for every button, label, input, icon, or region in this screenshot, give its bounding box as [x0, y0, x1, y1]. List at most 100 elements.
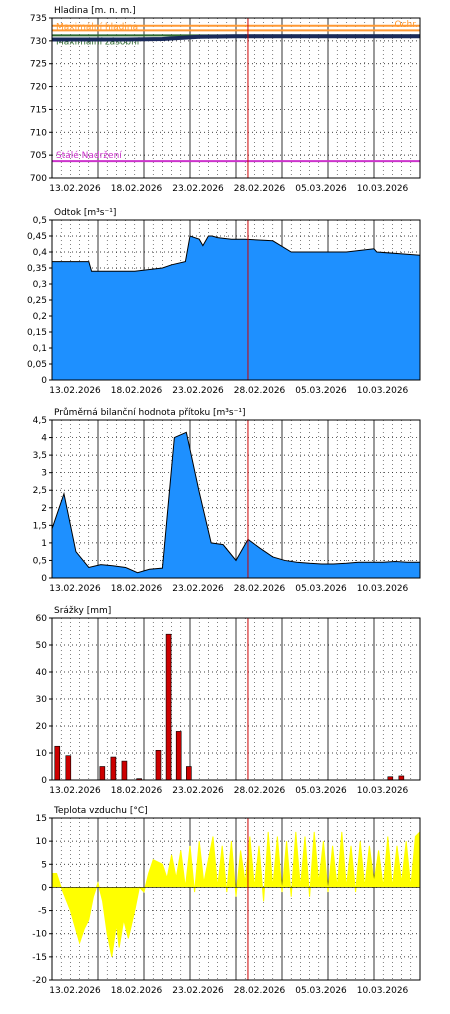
- x-date-label: 18.02.2026: [111, 184, 163, 194]
- chart-title: Srážky [mm]: [54, 606, 111, 616]
- y-tick-label: 725: [30, 60, 47, 70]
- y-tick-label: 0,5: [33, 556, 47, 566]
- x-date-label: 23.02.2026: [172, 986, 224, 996]
- precip-bar: [155, 749, 162, 781]
- y-tick-label: 720: [30, 83, 47, 93]
- reference-label: Ochr.: [395, 20, 418, 30]
- precip-bar: [65, 755, 72, 781]
- x-date-label: 28.02.2026: [234, 184, 286, 194]
- y-tick-label: -5: [38, 907, 47, 917]
- chart-title: Odtok [m³s⁻¹]: [54, 208, 116, 218]
- y-tick-label: 0,35: [27, 264, 47, 274]
- water-level-line: [52, 34, 420, 42]
- chart-title: Hladina [m. n. m.]: [54, 6, 136, 16]
- y-tick-label: 0: [41, 574, 47, 584]
- x-date-label: 28.02.2026: [234, 386, 286, 396]
- chart-srazky: 0 10 20 30 40 50 60 Srážky [mm] 13.02.2026 18.02.…: [36, 606, 421, 796]
- y-tick-label: 10: [36, 837, 48, 847]
- x-date-label: 05.03.2026: [295, 786, 347, 796]
- y-tick-label: 1,5: [33, 521, 47, 531]
- y-tick-label: -20: [32, 976, 47, 986]
- y-tick-label: 705: [30, 151, 47, 161]
- y-tick-label: 4: [41, 434, 47, 444]
- x-date-label: 18.02.2026: [111, 986, 163, 996]
- x-date-label: 23.02.2026: [172, 386, 224, 396]
- y-tick-label: 3: [41, 469, 47, 479]
- plot-frame: [51, 419, 421, 579]
- x-date-label: 05.03.2026: [295, 386, 347, 396]
- y-tick-label: 0: [41, 883, 47, 893]
- y-tick-label: 3,5: [33, 451, 47, 461]
- precip-bar: [165, 633, 172, 781]
- x-date-label: 05.03.2026: [295, 584, 347, 594]
- x-date-label: 05.03.2026: [295, 184, 347, 194]
- x-date-label: 13.02.2026: [49, 584, 101, 594]
- chart-title: Průměrná bilanční hodnota přítoku [m³s⁻¹…: [54, 407, 245, 418]
- precip-bar: [121, 760, 128, 781]
- x-date-label: 18.02.2026: [111, 386, 163, 396]
- precip-bar: [186, 766, 192, 781]
- y-tick-label: 2: [41, 504, 47, 514]
- chart-hladina: 700 705 710 715 720 725 730 735 Ochr. Maximální h…: [30, 6, 421, 194]
- y-tick-label: 4,5: [33, 416, 47, 426]
- x-date-label: 13.02.2026: [49, 986, 101, 996]
- plot-frame: [51, 817, 421, 981]
- x-date-label: 23.02.2026: [172, 184, 224, 194]
- x-date-label: 28.02.2026: [234, 786, 286, 796]
- y-tick-label: 0,3: [33, 280, 47, 290]
- y-tick-label: 0,25: [27, 296, 47, 306]
- precip-bar: [398, 775, 405, 781]
- series-line: [52, 831, 421, 957]
- x-date-label: 23.02.2026: [172, 786, 224, 796]
- reference-label: Maximální zásobní: [56, 37, 140, 47]
- x-date-label: 05.03.2026: [295, 986, 347, 996]
- x-date-label: 18.02.2026: [111, 584, 163, 594]
- y-tick-label: 0: [41, 376, 47, 386]
- x-date-label: 13.02.2026: [49, 786, 101, 796]
- y-tick-label: 0,05: [27, 360, 47, 370]
- y-tick-label: 60: [36, 614, 48, 624]
- series-area: [52, 432, 420, 578]
- x-date-label: 10.03.2026: [357, 986, 409, 996]
- y-tick-label: -10: [32, 930, 47, 940]
- y-tick-label: 715: [30, 105, 47, 115]
- y-tick-label: -15: [32, 953, 47, 963]
- y-tick-label: 700: [30, 174, 47, 184]
- x-date-label: 18.02.2026: [111, 786, 163, 796]
- x-date-label: 28.02.2026: [234, 584, 286, 594]
- y-tick-label: 730: [30, 37, 47, 47]
- x-date-label: 10.03.2026: [357, 184, 409, 194]
- y-tick-label: 10: [36, 749, 48, 759]
- y-tick-label: 0,2: [33, 312, 47, 322]
- precip-bar: [99, 766, 106, 781]
- x-date-label: 23.02.2026: [172, 584, 224, 594]
- y-tick-label: 0,1: [33, 344, 47, 354]
- precip-bar: [54, 745, 61, 781]
- y-tick-label: 20: [36, 722, 48, 732]
- y-tick-label: 0,5: [33, 216, 47, 226]
- x-date-label: 10.03.2026: [357, 786, 409, 796]
- y-tick-label: 0: [41, 776, 47, 786]
- chart-teplota: -20 -15 -10 -5 0 5 10 15 Teplota vzduchu [°C] 13.…: [32, 806, 421, 996]
- plot-frame: [51, 219, 421, 381]
- chart-pritok: 0 0,5 1 1,5 2 2,5 3 3,5 4 4,5 Průměrná bilanční ho…: [33, 407, 421, 594]
- x-date-label: 10.03.2026: [357, 584, 409, 594]
- y-tick-label: 710: [30, 128, 47, 138]
- y-tick-label: 735: [30, 14, 47, 24]
- y-tick-label: 5: [41, 860, 47, 870]
- plot-frame: [51, 17, 421, 179]
- x-date-label: 28.02.2026: [234, 986, 286, 996]
- y-tick-label: 0,4: [33, 248, 48, 258]
- chart-odtok: 0 0,05 0,1 0,15 0,2 0,25 0,3 0,35 0,4 0,45 0,5 Odto…: [27, 208, 421, 396]
- series-line: [52, 235, 421, 272]
- chart-title: Teplota vzduchu [°C]: [53, 806, 148, 816]
- precip-bar: [175, 731, 182, 781]
- x-date-label: 10.03.2026: [357, 386, 409, 396]
- y-tick-label: 0,45: [27, 232, 47, 242]
- reference-label: Stálé Nadržení: [56, 150, 122, 161]
- x-date-label: 13.02.2026: [49, 184, 101, 194]
- y-tick-label: 40: [36, 668, 48, 678]
- y-tick-label: 50: [36, 641, 48, 651]
- y-tick-label: 2,5: [33, 486, 47, 496]
